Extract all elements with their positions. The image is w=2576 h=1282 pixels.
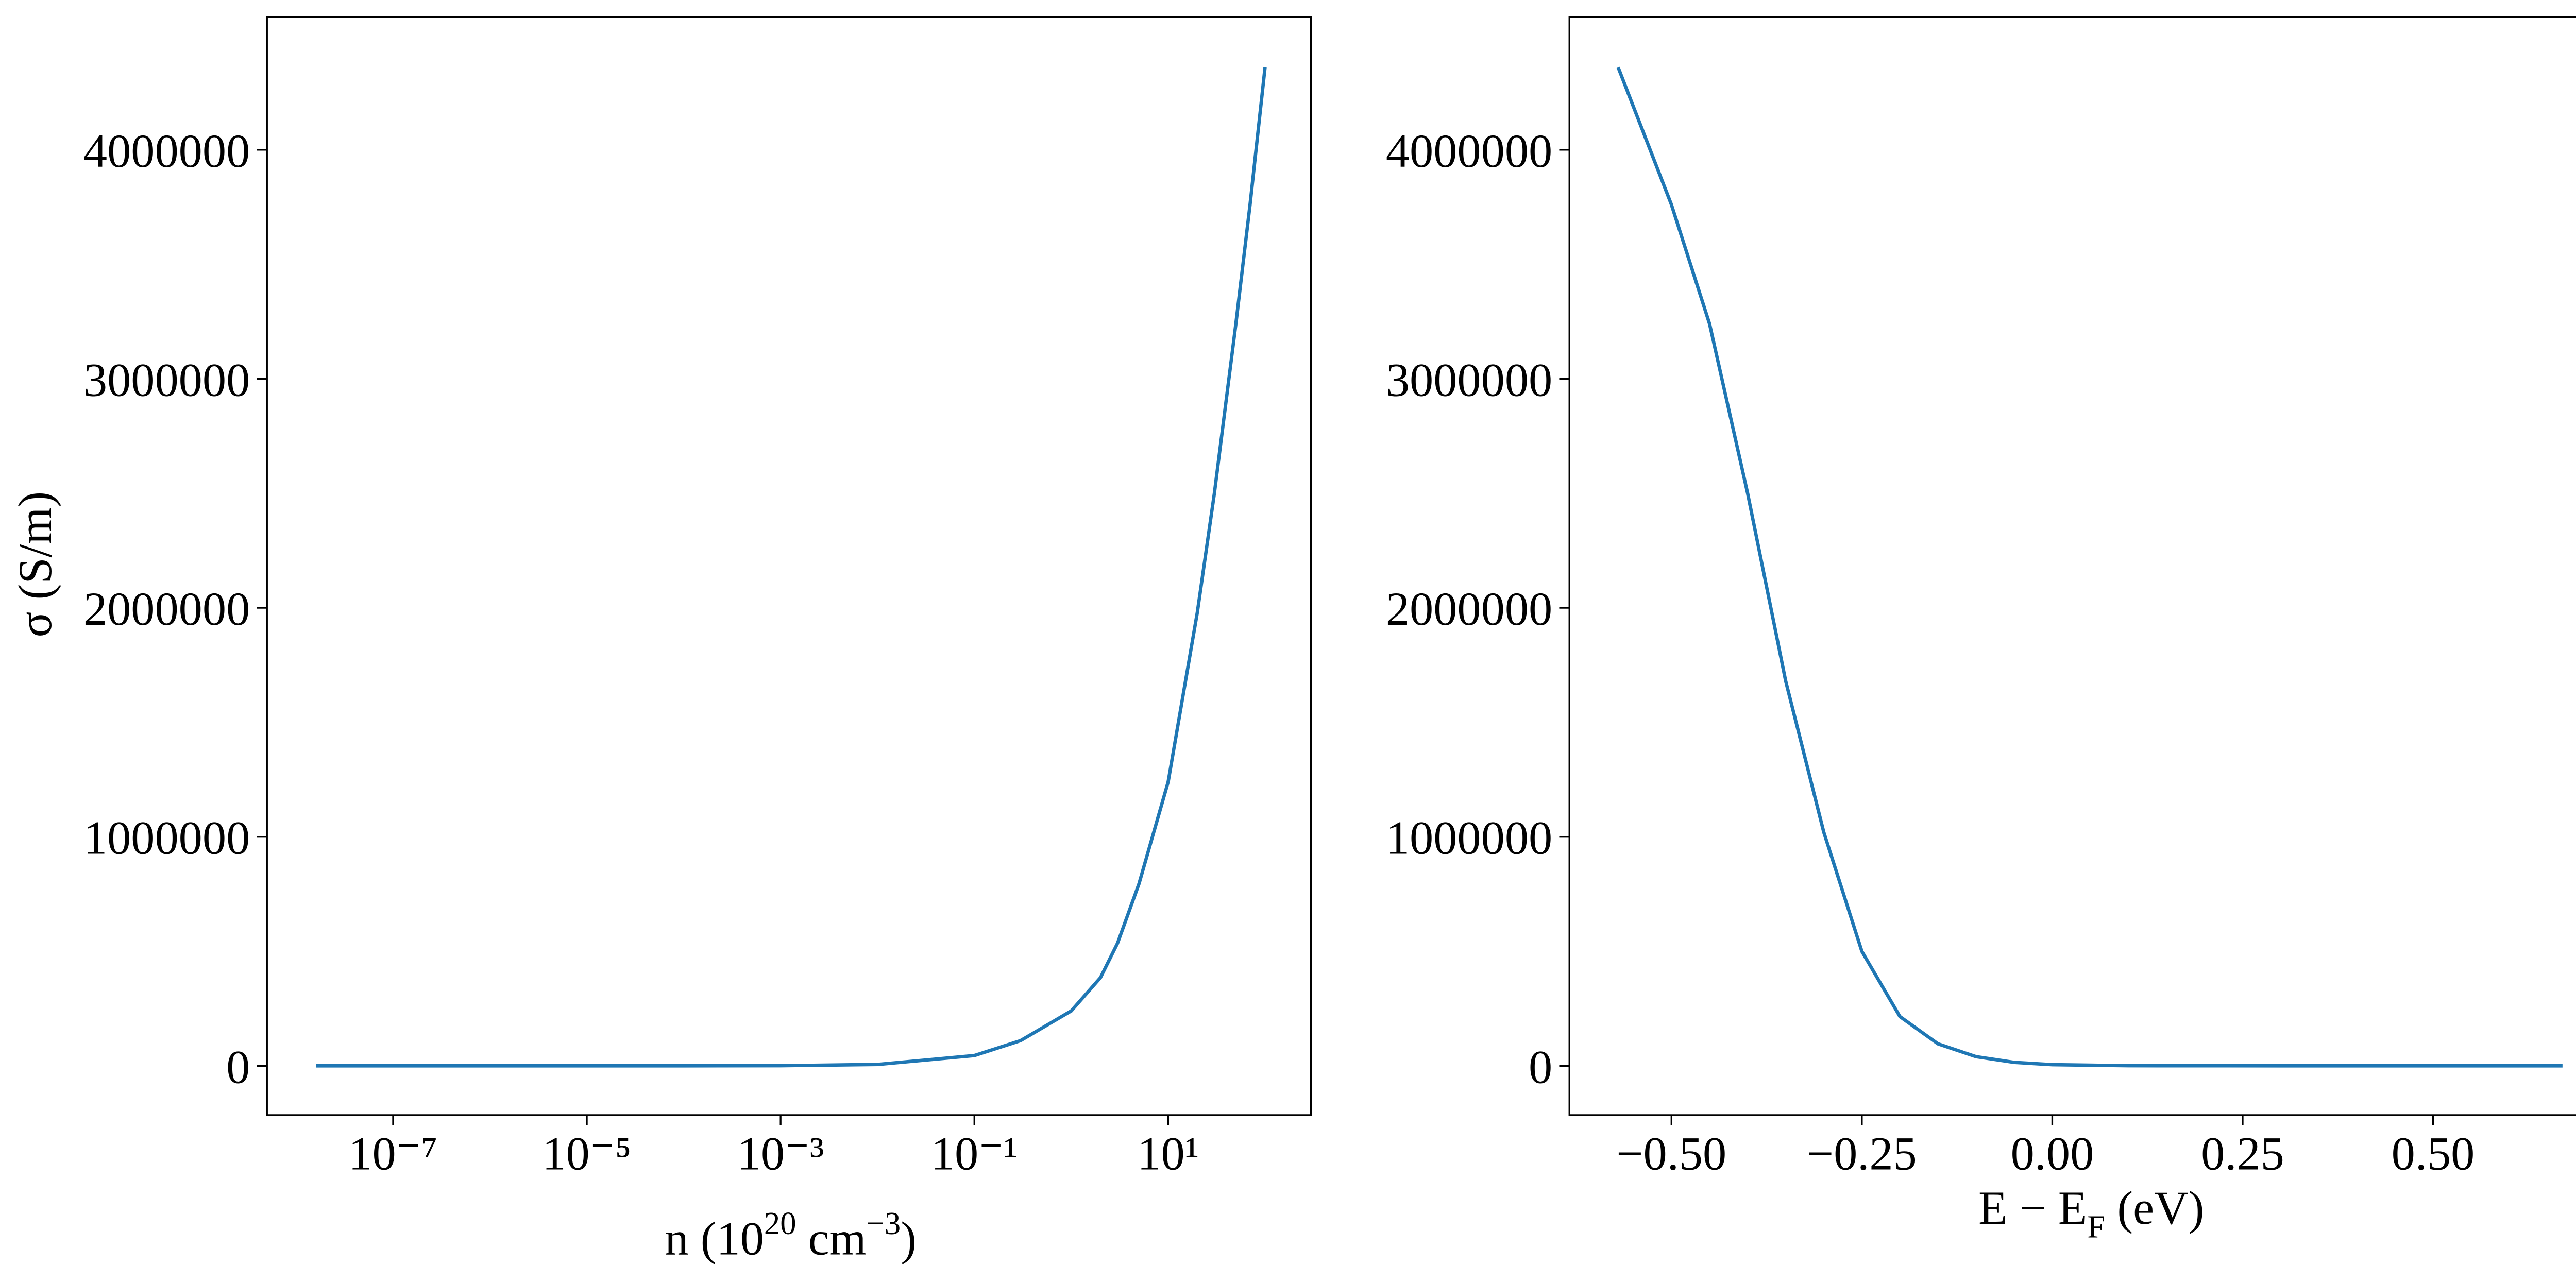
x-label-part: cm xyxy=(796,1212,867,1265)
x-tick-label: 10⁻⁵ xyxy=(542,1127,631,1180)
y-tick-label: 0 xyxy=(226,1040,250,1093)
y-tick-label: 2000000 xyxy=(83,583,250,635)
x-label-part: E − E xyxy=(1978,1182,2087,1234)
y-tick-label: 3000000 xyxy=(83,353,250,406)
y-axis-label: σ (S/m) xyxy=(9,491,61,637)
x-tick-label: −0.50 xyxy=(1616,1127,1726,1180)
y-tick-label: 1000000 xyxy=(83,812,250,864)
data-line xyxy=(316,67,1267,1068)
y-tick-label: 2000000 xyxy=(1386,583,1552,635)
data-line xyxy=(1616,66,2563,1068)
x-tick-label: 10⁻¹ xyxy=(931,1127,1018,1180)
x-label-sup: −3 xyxy=(867,1205,901,1241)
y-tick-label: 4000000 xyxy=(1386,125,1552,177)
x-tick-label: 10⁻³ xyxy=(737,1127,824,1180)
x-tick-label: 0.50 xyxy=(2392,1127,2475,1180)
x-tick-label: −0.25 xyxy=(1807,1127,1917,1180)
plot-frame xyxy=(266,16,1312,1116)
x-label-part: n (10 xyxy=(665,1212,764,1265)
y-tick-label: 3000000 xyxy=(1386,353,1552,406)
plot-frame xyxy=(1568,16,2576,1116)
x-label-sub: F xyxy=(2087,1209,2105,1245)
y-tick-label: 4000000 xyxy=(83,125,250,177)
x-tick-label: 10¹ xyxy=(1137,1127,1199,1180)
x-axis-label: E − EF (eV) xyxy=(1978,1182,2204,1244)
x-label-part: ) xyxy=(901,1212,917,1265)
y-tick-label: 0 xyxy=(1529,1040,1552,1093)
x-tick-label: 0.25 xyxy=(2201,1127,2284,1180)
x-tick-label: 10⁻⁷ xyxy=(348,1127,437,1180)
x-label-part: (eV) xyxy=(2105,1182,2204,1234)
x-axis-label: n (1020 cm−3) xyxy=(665,1205,917,1265)
x-label-sup: 20 xyxy=(764,1205,796,1241)
x-tick-label: 0.00 xyxy=(2011,1127,2094,1180)
y-tick-label: 1000000 xyxy=(1386,812,1552,864)
